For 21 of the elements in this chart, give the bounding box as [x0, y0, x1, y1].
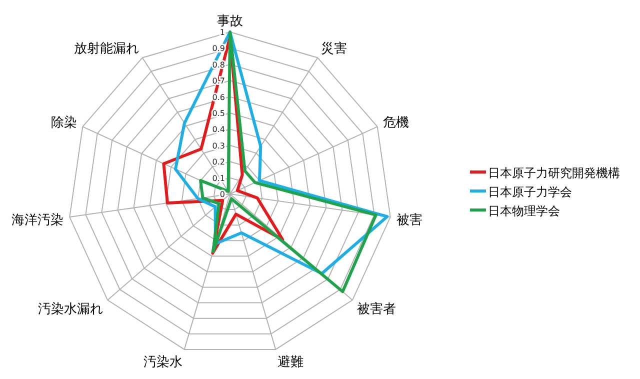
spoke-label: 被害者 — [356, 300, 396, 317]
y-tick-label: 0 — [220, 190, 225, 199]
y-tick-label: 0.5 — [212, 109, 225, 118]
legend-label: 日本物理学会 — [488, 204, 560, 218]
legend-label: 日本原子力学会 — [488, 185, 572, 199]
spoke-label: 災害 — [320, 40, 347, 57]
spoke-label: 放射能漏れ — [74, 42, 140, 57]
y-tick-label: 0.3 — [212, 141, 225, 150]
y-tick-label: 0.2 — [212, 158, 225, 167]
spoke-label: 汚染水漏れ — [38, 302, 104, 317]
spoke-label: 被害 — [396, 212, 422, 228]
spoke-label: 避難 — [277, 354, 304, 370]
spoke-label: 危機 — [382, 116, 409, 131]
spoke-label: 汚染水 — [144, 354, 183, 370]
spoke-label: 除染 — [51, 116, 78, 131]
legend-label: 日本原子力研究開発機構 — [488, 166, 620, 180]
spoke-label: 事故 — [217, 14, 243, 29]
y-tick-label: 0.4 — [212, 125, 225, 134]
y-tick-label: 0.1 — [212, 174, 225, 183]
spoke-label: 海洋汚染 — [12, 212, 64, 228]
y-tick-label: 1 — [220, 28, 225, 37]
